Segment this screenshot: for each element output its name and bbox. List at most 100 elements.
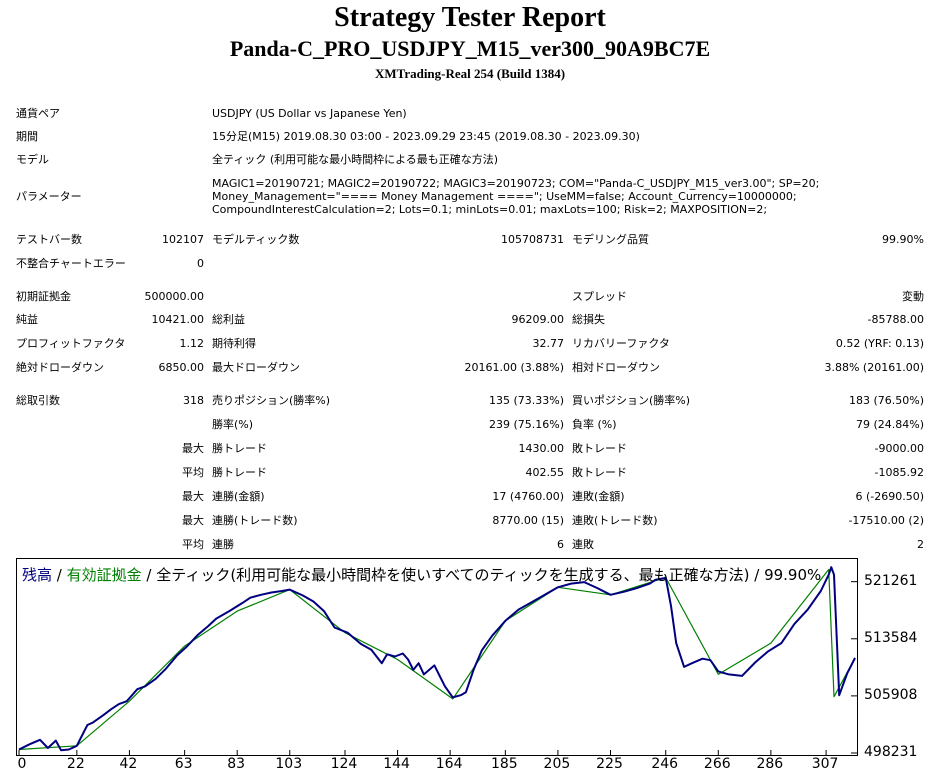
bars-value: 102107 [162,233,204,246]
consec-loss-trades-value: -17510.00 (2) [848,514,924,527]
x-tick-label: 42 [119,756,138,772]
loss-pct-value: 79 (24.84%) [855,418,924,431]
mismatch-label: 不整合チャートエラー [16,257,126,270]
payoff-value: 32.77 [532,337,565,350]
caption-balance: 残高 [22,566,53,584]
avg-win-value: 402.55 [525,466,565,479]
long-value: 183 (76.50%) [848,394,924,407]
y-tick-label: 521261 [864,572,918,589]
params-label: パラメーター [16,190,82,203]
x-tick-label: 83 [227,756,246,772]
pf-label: プロフィットファクタ [16,337,126,350]
rel-dd-value: 3.88% (20161.00) [824,361,924,374]
spread-label: スプレッド [572,290,627,303]
largest-label-2: 最大 [182,490,204,503]
report-title: Strategy Tester Report [334,2,606,33]
chart-caption: 残高 / 有効証拠金 / 全ティック(利用可能な最小時間枠を使いすべてのティック… [22,564,821,585]
x-tick-label: 103 [275,756,303,772]
x-tick-label: 63 [174,756,193,772]
recovery-value: 0.52 (YRF: 0.13) [835,337,924,350]
caption-rest: / 全ティック(利用可能な最小時間枠を使いすべてのティックを生成する、最も正確な… [141,566,822,584]
bars-label: テストバー数 [16,233,82,246]
caption-sep: / [52,566,67,584]
short-label: 売りポジション(勝率%) [212,394,331,407]
x-tick-label: 225 [596,756,623,772]
model-value: 全ティック (利用可能な最小時間枠による最も正確な方法) [212,153,499,166]
win-pct-label: 勝率(%) [212,418,254,431]
consec-win-trades-label: 連勝(トレード数) [212,514,298,527]
avg-loss-value: -1085.92 [874,466,924,479]
quality-label: モデリング品質 [572,233,649,246]
gross-loss-label: 総損失 [572,313,605,326]
avg-consec-win-value: 6 [557,538,564,551]
x-tick-label: 144 [383,756,410,772]
max-dd-value: 20161.00 (3.88%) [464,361,564,374]
consec-win-trades-value: 8770.00 (15) [492,514,564,527]
x-tick-label: 266 [703,756,731,772]
loss-pct-label: 負率 (%) [572,418,617,431]
period-label: 期間 [16,130,38,143]
consec-win-money-value: 17 (4760.00) [492,490,564,503]
caption-equity: 有効証拠金 [66,566,142,584]
max-win-label: 勝トレード [212,442,267,455]
total-trades-label: 総取引数 [16,394,60,407]
max-loss-label: 敗トレード [572,442,627,455]
server-build: XMTrading-Real 254 (Build 1384) [374,66,566,81]
x-tick-label: 0 [17,756,27,772]
win-pct-value: 239 (75.16%) [488,418,564,431]
gross-loss-value: -85788.00 [867,313,924,326]
consec-loss-money-label: 連敗(金額) [572,490,625,503]
x-tick-label: 22 [66,756,85,772]
net-value: 10421.00 [151,313,205,326]
avg-win-label: 勝トレード [212,466,267,479]
net-label: 純益 [16,313,38,326]
abs-dd-value: 6850.00 [158,361,205,374]
symbol-label: 通貨ペア [16,107,60,120]
x-tick-label: 286 [756,756,784,772]
equity-line [18,568,856,751]
payoff-label: 期待利得 [212,337,256,350]
x-tick-label: 124 [330,756,358,772]
model-label: モデル [16,153,49,166]
deposit-label: 初期証拠金 [16,290,71,303]
total-trades-value: 318 [183,394,204,407]
balance-chart: 残高 / 有効証拠金 / 全ティック(利用可能な最小時間枠を使いすべてのティック… [16,558,858,756]
max-dd-label: 最大ドローダウン [212,361,300,374]
avg-consec-win-label: 連勝 [212,538,234,551]
average-label-2: 平均 [182,538,204,551]
max-win-value: 1430.00 [518,442,565,455]
gross-profit-label: 総利益 [212,313,245,326]
y-tick-label: 505908 [864,686,918,703]
consec-loss-trades-label: 連敗(トレード数) [572,514,658,527]
gross-profit-value: 96209.00 [511,313,565,326]
consec-win-money-label: 連勝(金額) [212,490,265,503]
ticks-label: モデルティック数 [212,233,300,246]
report-subtitle: Panda-C_PRO_USDJPY_M15_ver300_90A9BC7E [229,36,711,61]
spread-value: 変動 [902,290,924,303]
largest-label-1: 最大 [182,442,204,455]
deposit-value: 500000.00 [144,290,205,303]
avg-consec-loss-label: 連敗 [572,538,594,551]
max-loss-value: -9000.00 [874,442,924,455]
balance-line [18,566,856,752]
abs-dd-label: 絶対ドローダウン [16,361,104,374]
x-tick-label: 185 [490,756,518,772]
largest-label-3: 最大 [182,514,204,527]
avg-loss-label: 敗トレード [572,466,627,479]
mismatch-value: 0 [197,257,204,270]
chart-plot [18,566,857,755]
ticks-value: 105708731 [501,233,564,246]
quality-value: 99.90% [882,233,924,246]
recovery-label: リカバリーファクタ [572,337,670,350]
long-label: 買いポジション(勝率%) [572,394,691,407]
x-tick-label: 164 [435,756,463,772]
rel-dd-label: 相対ドローダウン [572,361,660,374]
params-value: MAGIC1=20190721; MAGIC2=20190722; MAGIC3… [212,177,820,216]
y-tick-label: 498231 [864,744,918,760]
pf-value: 1.12 [179,337,205,350]
consec-loss-money-value: 6 (-2690.50) [855,490,924,503]
average-label-1: 平均 [182,466,204,479]
period-value: 15分足(M15) 2019.08.30 03:00 - 2023.09.29 … [212,130,640,143]
avg-consec-loss-value: 2 [917,538,924,551]
